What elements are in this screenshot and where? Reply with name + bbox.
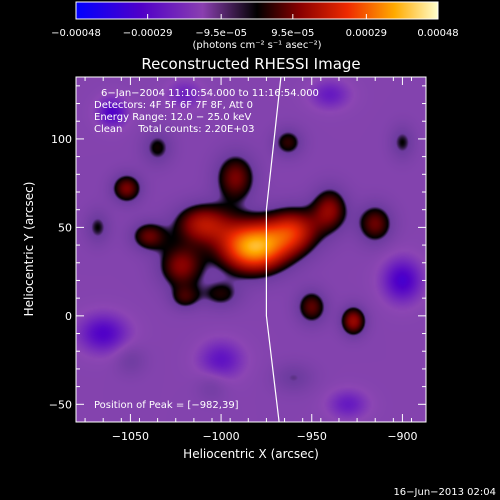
plot-area <box>76 77 426 422</box>
y-tick-label: 100 <box>51 133 72 146</box>
x-tick-label: −950 <box>297 430 327 443</box>
x-tick-label: −1050 <box>112 430 149 443</box>
y-axis-ticks: −50 0 50 100 <box>49 85 426 411</box>
y-axis-label: Heliocentric Y (arcsec) <box>22 182 36 317</box>
plot-frame <box>75 76 427 423</box>
x-axis-label: Heliocentric X (arcsec) <box>183 447 319 461</box>
colorbar-tick-label: 9.5e−05 <box>271 28 314 39</box>
peak-position-label: Position of Peak = [−982,39] <box>94 400 239 411</box>
y-tick-label: 50 <box>58 221 72 234</box>
colorbar-tick-label: 0.00048 <box>417 28 458 39</box>
colorbar-tick-label: −0.00048 <box>51 28 101 39</box>
annotation-energy-range: Energy Range: 12.0 − 25.0 keV <box>94 112 251 123</box>
colorbar-tick-label: −9.5e−05 <box>195 28 247 39</box>
annotation-time-range: 6−Jan−2004 11:10:54.000 to 11:16:54.000 <box>101 88 319 99</box>
colorbar: −0.00048 −0.00029 −9.5e−05 9.5e−05 0.00029 0.… <box>51 1 459 51</box>
x-tick-label: −900 <box>387 430 417 443</box>
chart-title: Reconstructed RHESSI Image <box>141 55 360 73</box>
annotation-detectors: Detectors: 4F 5F 6F 7F 8F, Att 0 <box>94 100 253 111</box>
y-tick-label: 0 <box>65 310 72 323</box>
solar-limb-line <box>265 77 282 422</box>
colorbar-tick-label: 0.00029 <box>346 28 387 39</box>
annotation-block: 6−Jan−2004 11:10:54.000 to 11:16:54.000 … <box>94 88 319 411</box>
y-tick-label: −50 <box>49 398 72 411</box>
footer-timestamp: 16−Jun−2013 02:04 <box>393 487 496 498</box>
x-axis-ticks: −1050 −1000 −950 −900 <box>84 77 418 443</box>
colorbar-tick-label: −0.00029 <box>123 28 173 39</box>
x-tick-label: −1000 <box>202 430 239 443</box>
colorbar-ticks: −0.00048 −0.00029 −9.5e−05 9.5e−05 0.00029 0.… <box>51 14 459 39</box>
annotation-total-counts: Clean Total counts: 2.20E+03 <box>94 124 254 135</box>
colorbar-units: (photons cm⁻² s⁻¹ asec⁻²) <box>192 40 321 51</box>
heatmap-image <box>76 77 426 422</box>
colorbar-strip <box>75 1 439 20</box>
